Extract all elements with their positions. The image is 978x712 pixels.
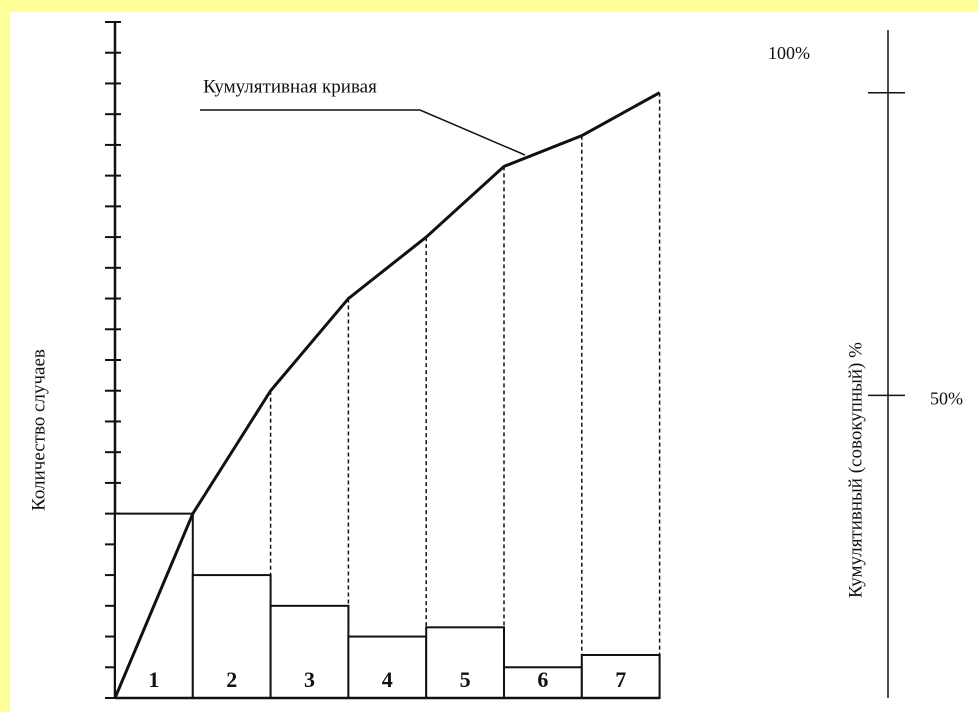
bar [269,604,350,699]
bar [580,653,661,699]
annotation-leader [200,109,526,156]
cumulative-line [113,91,661,699]
bar [347,635,428,700]
bar [503,666,583,699]
y2-tick-label: 100% [768,43,810,63]
category-label: 1 [148,667,159,692]
category-label: 4 [382,667,393,692]
category-label: 7 [615,667,626,692]
category-label: 5 [460,667,471,692]
y-axis-label: Количество случаев [28,349,49,511]
y2-axis-label: Кумулятивный (совокупный) % [845,342,866,598]
bar [425,626,506,699]
category-label: 3 [304,667,315,692]
annotation: Кумулятивная кривая [203,76,377,97]
category-label: 6 [537,667,548,692]
y2-tick-label: 50% [930,389,963,409]
category-label: 2 [226,667,237,692]
